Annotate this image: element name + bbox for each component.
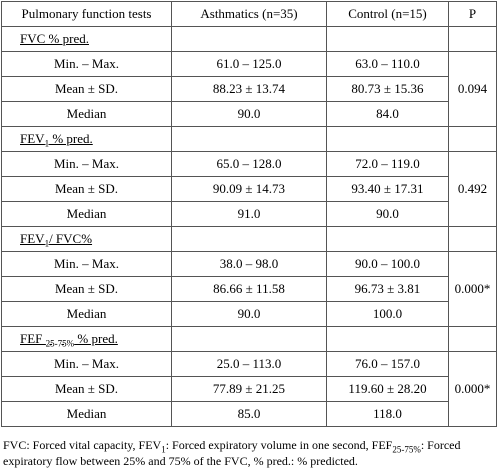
- row-label: Mean ± SD.: [1, 176, 172, 202]
- table-row: Median 91.0 90.0: [1, 201, 497, 227]
- section-title: FEV1 % pred.: [1, 126, 172, 152]
- cell-control: 76.0 – 157.0: [326, 351, 449, 377]
- row-label: Min. – Max.: [1, 151, 172, 177]
- section-title-row: FEV1/ FVC%: [1, 226, 497, 252]
- table-row: Min. – Max. 61.0 – 125.0 63.0 – 110.0 0.…: [1, 51, 497, 127]
- section-title-row: FEF 25-75% % pred.: [1, 326, 497, 352]
- cell-control: 63.0 – 110.0: [326, 51, 449, 77]
- cell-control: 119.60 ± 28.20: [326, 376, 449, 402]
- cell-control: 100.0: [326, 301, 449, 327]
- header-control: Control (n=15): [326, 1, 449, 27]
- cell-asthmatics: 91.0: [171, 201, 327, 227]
- cell-asthmatics: 88.23 ± 13.74: [171, 76, 327, 102]
- cell-asthmatics: 85.0: [171, 401, 327, 427]
- header-row: Pulmonary function tests Asthmatics (n=3…: [1, 1, 497, 27]
- p-value: 0.000*: [448, 351, 497, 427]
- header-tests: Pulmonary function tests: [1, 1, 172, 27]
- row-label: Median: [1, 301, 172, 327]
- cell-control: 90.0 – 100.0: [326, 251, 449, 277]
- cell-control: 93.40 ± 17.31: [326, 176, 449, 202]
- row-label: Mean ± SD.: [1, 276, 172, 302]
- cell-asthmatics: 25.0 – 113.0: [171, 351, 327, 377]
- section-title: FEF 25-75% % pred.: [1, 326, 172, 352]
- cell-control: 72.0 – 119.0: [326, 151, 449, 177]
- cell-control: 118.0: [326, 401, 449, 427]
- table-row: Mean ± SD. 77.89 ± 21.25 119.60 ± 28.20: [1, 376, 497, 402]
- cell-control: 84.0: [326, 101, 449, 127]
- row-label: Min. – Max.: [1, 251, 172, 277]
- cell-asthmatics: 38.0 – 98.0: [171, 251, 327, 277]
- row-label: Mean ± SD.: [1, 376, 172, 402]
- cell-asthmatics: 90.09 ± 14.73: [171, 176, 327, 202]
- p-value: 0.492: [448, 151, 497, 227]
- row-label: Mean ± SD.: [1, 76, 172, 102]
- table-row: Min. – Max. 65.0 – 128.0 72.0 – 119.0 0.…: [1, 151, 497, 227]
- table-row: Median 85.0 118.0: [1, 401, 497, 427]
- section-title-row: FEV1 % pred.: [1, 126, 497, 152]
- row-label: Median: [1, 101, 172, 127]
- table-row: Mean ± SD. 88.23 ± 13.74 80.73 ± 15.36: [1, 76, 497, 102]
- cell-control: 90.0: [326, 201, 449, 227]
- cell-asthmatics: 77.89 ± 21.25: [171, 376, 327, 402]
- header-p: P: [448, 1, 497, 27]
- cell-asthmatics: 90.0: [171, 101, 327, 127]
- table-row: Min. – Max. 38.0 – 98.0 90.0 – 100.0 0.0…: [1, 251, 497, 327]
- cell-asthmatics: 61.0 – 125.0: [171, 51, 327, 77]
- row-label: Min. – Max.: [1, 351, 172, 377]
- cell-control: 80.73 ± 15.36: [326, 76, 449, 102]
- table-row: Mean ± SD. 86.66 ± 11.58 96.73 ± 3.81: [1, 276, 497, 302]
- results-table: Pulmonary function tests Asthmatics (n=3…: [1, 1, 497, 427]
- header-asthmatics: Asthmatics (n=35): [171, 1, 327, 27]
- cell-asthmatics: 90.0: [171, 301, 327, 327]
- section-title: FVC % pred.: [1, 26, 172, 52]
- p-value: 0.000*: [448, 251, 497, 327]
- section-title-row: FVC % pred.: [1, 26, 497, 52]
- row-label: Min. – Max.: [1, 51, 172, 77]
- row-label: Median: [1, 401, 172, 427]
- table-row: Median 90.0 84.0: [1, 101, 497, 127]
- section-title: FEV1/ FVC%: [1, 226, 172, 252]
- table-row: Mean ± SD. 90.09 ± 14.73 93.40 ± 17.31: [1, 176, 497, 202]
- table-footnote: FVC: Forced vital capacity, FEV1: Forced…: [3, 438, 461, 468]
- cell-asthmatics: 65.0 – 128.0: [171, 151, 327, 177]
- cell-control: 96.73 ± 3.81: [326, 276, 449, 302]
- cell-asthmatics: 86.66 ± 11.58: [171, 276, 327, 302]
- table-row: Median 90.0 100.0: [1, 301, 497, 327]
- table-row: Min. – Max. 25.0 – 113.0 76.0 – 157.0 0.…: [1, 351, 497, 427]
- p-value: 0.094: [448, 51, 497, 127]
- row-label: Median: [1, 201, 172, 227]
